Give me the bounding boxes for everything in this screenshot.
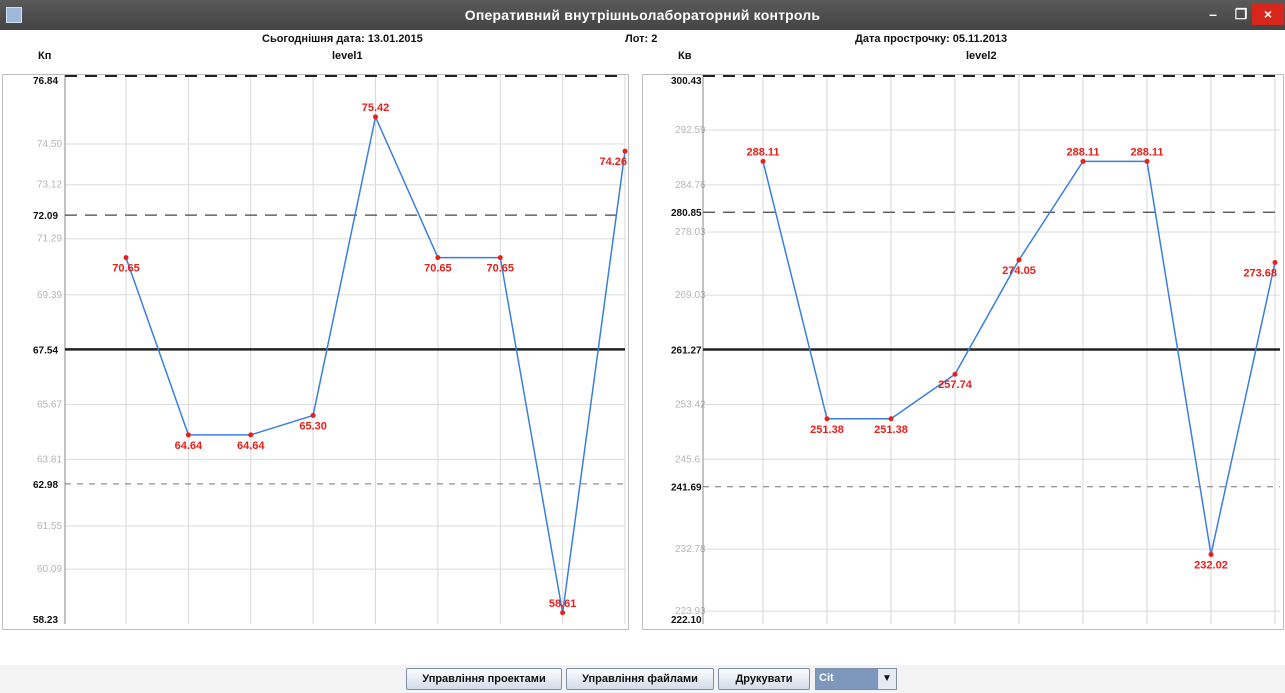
y-tick-label: 284.76 xyxy=(675,180,706,191)
title-bar: Оперативний внутрішньолабораторний контр… xyxy=(0,0,1285,30)
data-point xyxy=(1080,158,1086,164)
data-point xyxy=(824,416,830,422)
data-label: 75.42 xyxy=(362,102,390,114)
data-point xyxy=(1144,158,1150,164)
chart-level2: 292.59 284.76 278.03 269.03 253.42 245.6 232.7… xyxy=(671,75,1280,626)
y-tick-label-bold: 67.54 xyxy=(33,345,58,356)
data-point xyxy=(1016,257,1022,263)
right-units-label: Кв xyxy=(678,50,692,62)
minimize-button[interactable]: – xyxy=(1209,6,1217,22)
y-tick-label: 245.6 xyxy=(675,454,700,465)
y-tick-label: 223.93 xyxy=(675,606,706,617)
data-point xyxy=(435,255,441,261)
data-label: 74.26 xyxy=(599,156,627,168)
y-tick-label-bold: 261.27 xyxy=(671,345,702,356)
data-label: 58.61 xyxy=(549,598,577,610)
lot-label: Лот: 2 xyxy=(625,33,658,45)
manage-projects-button[interactable]: Управління проектами xyxy=(406,668,562,690)
chart-panel-level2: 292.59 284.76 278.03 269.03 253.42 245.6 232.7… xyxy=(642,74,1284,630)
data-point xyxy=(622,148,628,154)
chevron-down-icon[interactable]: ▼ xyxy=(877,669,896,689)
data-label: 288.11 xyxy=(1066,146,1099,158)
y-tick-label: 60.09 xyxy=(37,564,62,575)
data-label: 64.64 xyxy=(237,440,265,452)
data-label: 64.64 xyxy=(175,440,203,452)
data-point xyxy=(123,255,129,261)
y-tick-label-bold: 280.85 xyxy=(671,208,702,219)
y-tick-label-bold: 76.84 xyxy=(33,76,58,87)
data-label: 70.65 xyxy=(112,263,140,275)
y-tick-label-bold: 300.43 xyxy=(671,76,702,87)
data-point xyxy=(952,371,958,377)
left-level-label: level1 xyxy=(332,50,363,62)
y-tick-label-bold: 222.10 xyxy=(671,615,702,626)
manage-files-button[interactable]: Управління файлами xyxy=(566,668,714,690)
y-tick-label: 61.55 xyxy=(37,521,62,532)
right-level-label: level2 xyxy=(966,50,997,62)
y-tick-label: 292.59 xyxy=(675,125,706,136)
data-point xyxy=(888,416,894,422)
y-tick-label: 278.03 xyxy=(675,227,706,238)
print-button[interactable]: Друкувати xyxy=(718,668,810,690)
data-point xyxy=(185,432,191,438)
data-point xyxy=(560,610,566,616)
maximize-button[interactable]: ❐ xyxy=(1234,6,1248,22)
data-point xyxy=(760,158,766,164)
window-title: Оперативний внутрішньолабораторний контр… xyxy=(464,7,821,23)
select-value: Cit xyxy=(819,672,834,684)
y-tick-label: 73.12 xyxy=(37,180,62,191)
y-tick-label: 232.78 xyxy=(675,544,706,555)
data-label: 251.38 xyxy=(810,424,844,436)
y-tick-label: 65.67 xyxy=(37,400,62,411)
data-point xyxy=(497,255,503,261)
data-point xyxy=(1272,259,1278,265)
data-label: 274.05 xyxy=(1002,265,1036,277)
expiry-date-label: Дата прострочку: 05.11.2013 xyxy=(855,33,1008,45)
y-tick-label: 69.39 xyxy=(37,290,62,301)
data-point xyxy=(310,412,316,418)
select-combobox[interactable]: Cit ▼ xyxy=(815,668,897,690)
y-tick-label: 63.81 xyxy=(37,454,62,465)
left-units-label: Кп xyxy=(38,50,52,62)
data-point xyxy=(248,432,254,438)
app-icon xyxy=(6,7,22,23)
data-label: 273.68 xyxy=(1243,267,1277,279)
y-tick-label: 253.42 xyxy=(675,399,706,410)
today-date-label: Сьогоднішня дата: 13.01.2015 xyxy=(262,33,423,45)
close-button[interactable]: × xyxy=(1252,3,1284,25)
bottom-toolbar: Управління проектами Управління файлами … xyxy=(0,665,1285,693)
chart-level1: 74.50 73.12 71.29 69.39 65.67 63.81 61.55 60.09… xyxy=(33,75,628,626)
y-tick-label: 74.50 xyxy=(37,139,62,150)
y-tick-label-bold: 241.69 xyxy=(671,483,702,494)
data-label: 70.65 xyxy=(486,263,514,275)
data-label: 232.02 xyxy=(1194,559,1228,571)
data-label: 257.74 xyxy=(938,379,973,391)
data-label: 251.38 xyxy=(874,424,908,436)
y-tick-label: 71.29 xyxy=(37,234,62,245)
y-tick-label: 269.03 xyxy=(675,290,706,301)
data-point xyxy=(1208,551,1214,557)
y-tick-label-bold: 72.09 xyxy=(33,211,58,222)
data-label: 65.30 xyxy=(299,420,327,432)
data-point xyxy=(373,114,378,120)
data-label: 70.65 xyxy=(424,263,452,275)
y-tick-label-bold: 58.23 xyxy=(33,615,58,626)
y-tick-label-bold: 62.98 xyxy=(33,480,58,491)
data-label: 288.11 xyxy=(746,146,779,158)
data-label: 288.11 xyxy=(1130,146,1163,158)
chart-panel-level1: 74.50 73.12 71.29 69.39 65.67 63.81 61.55 60.09… xyxy=(2,74,629,630)
